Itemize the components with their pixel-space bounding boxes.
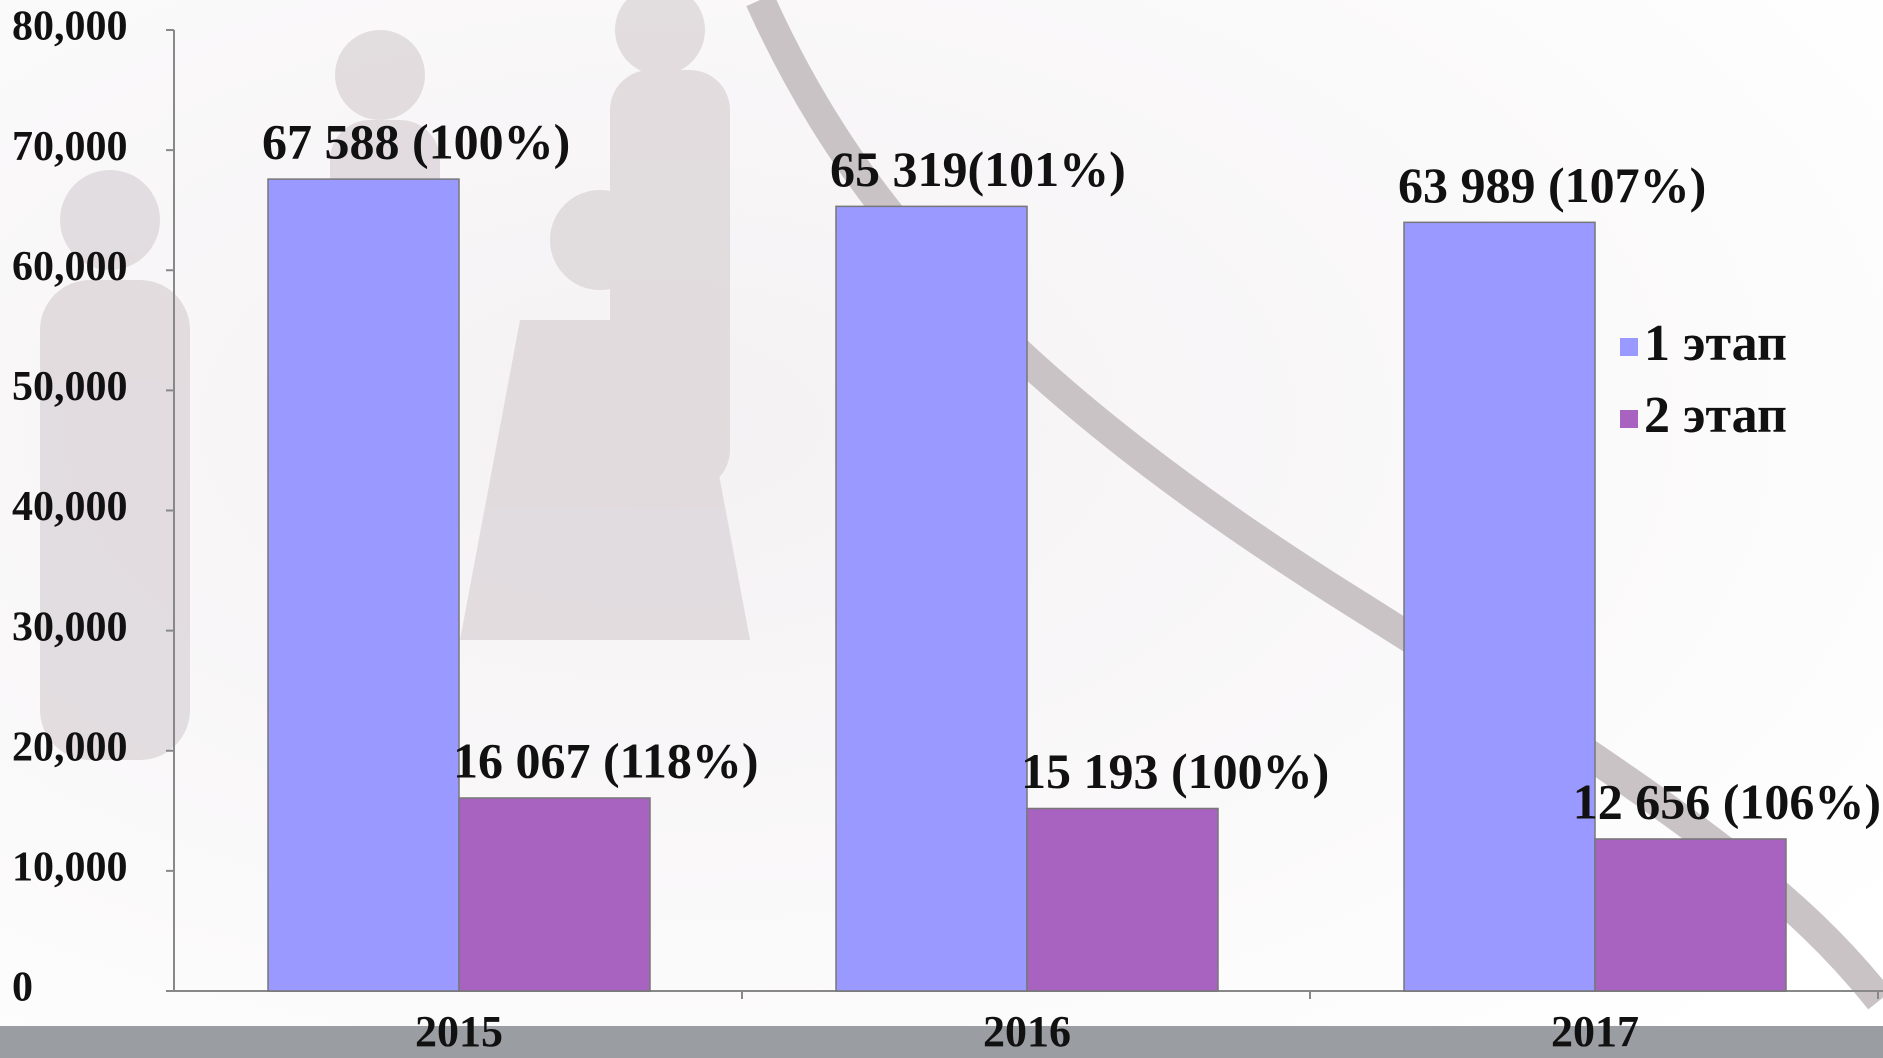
value-label: 67 588 (100%) xyxy=(262,114,570,170)
y-tick-label: 30,000 xyxy=(12,604,128,650)
bar xyxy=(836,206,1027,991)
value-label: 16 067 (118%) xyxy=(453,732,759,788)
x-tick-label: 2017 xyxy=(1551,1007,1639,1056)
bar xyxy=(459,798,650,991)
y-tick-label: 10,000 xyxy=(12,845,128,891)
value-label: 63 989 (107%) xyxy=(1398,157,1706,213)
value-label: 15 193 (100%) xyxy=(1021,743,1329,799)
x-tick-label: 2015 xyxy=(415,1007,503,1056)
legend-label: 2 этап xyxy=(1644,387,1787,444)
bar xyxy=(1404,222,1595,991)
y-tick-label: 50,000 xyxy=(12,364,128,410)
chart: 0 10,000 20,000 30,000 40,000 50,000 60,000 70,… xyxy=(0,0,1883,1058)
y-tick-label: 70,000 xyxy=(12,124,128,170)
bar xyxy=(1595,839,1786,991)
page: {"chart_data": {"type": "bar", "categori… xyxy=(0,0,1883,1058)
bar xyxy=(1027,808,1218,991)
y-tick-label: 0 xyxy=(12,965,33,1011)
legend-label: 1 этап xyxy=(1644,315,1787,372)
value-label: 12 656 (106%) xyxy=(1573,773,1881,829)
y-tick-label: 20,000 xyxy=(12,724,128,770)
legend-swatch xyxy=(1620,410,1638,428)
y-tick-label: 80,000 xyxy=(12,4,128,50)
y-tick-label: 40,000 xyxy=(12,484,128,530)
y-tick-label: 60,000 xyxy=(12,244,128,290)
x-tick-label: 2016 xyxy=(983,1007,1071,1056)
legend-swatch xyxy=(1620,338,1638,356)
value-label: 65 319(101%) xyxy=(830,141,1126,197)
bar xyxy=(268,179,459,991)
